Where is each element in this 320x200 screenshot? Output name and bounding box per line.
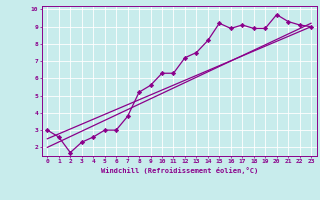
X-axis label: Windchill (Refroidissement éolien,°C): Windchill (Refroidissement éolien,°C) <box>100 167 258 174</box>
